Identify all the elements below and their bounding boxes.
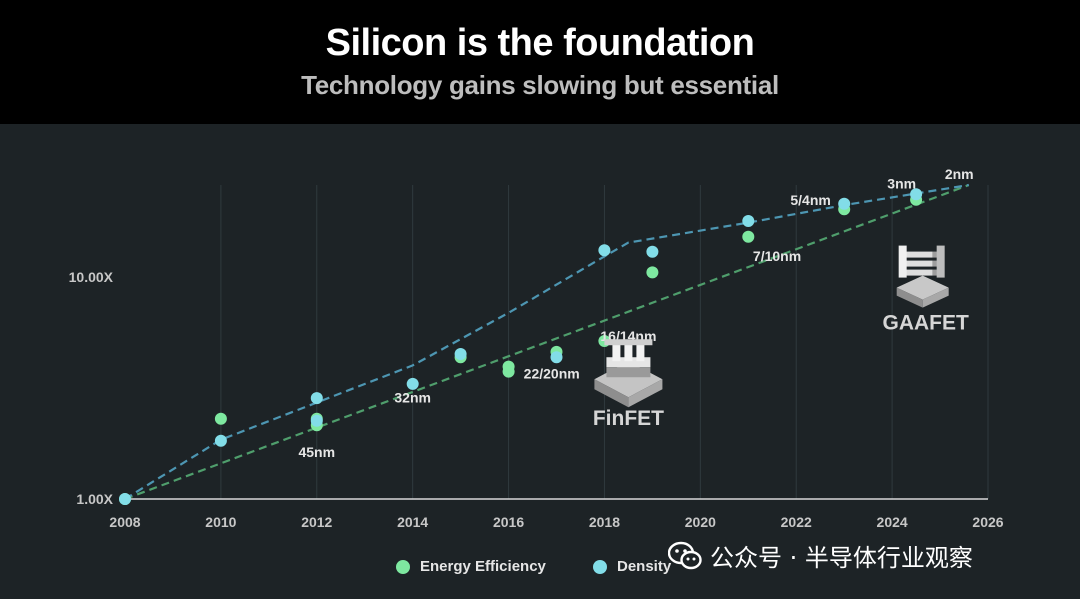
x-tick-label-2008: 2008 bbox=[109, 514, 140, 530]
technology-label-finfet: FinFET bbox=[593, 407, 664, 430]
page-subtitle: Technology gains slowing but essential bbox=[301, 70, 779, 100]
x-tick-label-2026: 2026 bbox=[972, 514, 1003, 530]
point-layer bbox=[119, 188, 923, 505]
legend-label-density: Density bbox=[617, 558, 672, 575]
x-tick-label-2014: 2014 bbox=[397, 514, 428, 530]
point-energy-efficiency-1 bbox=[214, 412, 227, 425]
y-tick-label-1.00X: 1.00X bbox=[76, 491, 113, 507]
technology-layer: FinFET GAAFET bbox=[593, 245, 970, 430]
trend-layer bbox=[124, 183, 970, 501]
legend-label-energy-efficiency: Energy Efficiency bbox=[420, 558, 546, 575]
header-bar: Silicon is the foundation Technology gai… bbox=[0, 0, 1080, 124]
point-density-10 bbox=[838, 197, 851, 210]
axis-layer: 2008 2010 2012 2014 2016 2018 2020 2022 2024 2026… bbox=[69, 269, 1004, 530]
x-tick-label-2010: 2010 bbox=[205, 514, 236, 530]
legend-swatch-density bbox=[593, 559, 607, 574]
point-density-7 bbox=[598, 244, 611, 257]
point-density-3 bbox=[310, 414, 323, 427]
gaafet-transistor-icon bbox=[896, 245, 949, 308]
point-density-9 bbox=[742, 215, 755, 227]
x-tick-label-2020: 2020 bbox=[685, 514, 716, 530]
trend-line-density bbox=[124, 183, 969, 500]
point-density-11 bbox=[910, 188, 923, 201]
trend-line-energy-efficiency bbox=[124, 183, 970, 501]
node-label-22-20nm: 22/20nm bbox=[524, 365, 580, 381]
node-label-5-4nm: 5/4nm bbox=[790, 192, 830, 208]
point-density-6 bbox=[550, 351, 563, 364]
node-label-3nm: 3nm bbox=[887, 175, 916, 191]
x-tick-label-2022: 2022 bbox=[781, 514, 812, 530]
finfet-transistor-icon bbox=[594, 339, 663, 408]
y-tick-label-10.00X: 10.00X bbox=[69, 269, 114, 285]
point-density-8 bbox=[646, 245, 659, 258]
watermark-text: 公众号 · 半导体行业观察 bbox=[710, 544, 973, 572]
point-energy-efficiency-10 bbox=[742, 230, 755, 243]
point-density-5 bbox=[454, 348, 467, 360]
node-label-32nm: 32nm bbox=[394, 390, 431, 406]
point-density-4 bbox=[406, 377, 419, 390]
node-label-7-10nm: 7/10nm bbox=[753, 248, 801, 264]
point-density-2 bbox=[310, 392, 323, 405]
point-energy-efficiency-9 bbox=[646, 266, 659, 279]
point-energy-efficiency-6 bbox=[502, 360, 515, 373]
technology-label-gaafet: GAAFET bbox=[883, 312, 970, 335]
page-title: Silicon is the foundation bbox=[325, 22, 755, 64]
node-label-2nm: 2nm bbox=[945, 166, 974, 182]
x-tick-label-2024: 2024 bbox=[877, 514, 908, 530]
wechat-icon bbox=[667, 541, 702, 571]
legend-item-energy-efficiency: Energy Efficiency bbox=[396, 558, 546, 575]
x-tick-label-2016: 2016 bbox=[493, 514, 524, 530]
legend: Energy Efficiency Density bbox=[0, 558, 1080, 580]
x-tick-label-2018: 2018 bbox=[589, 514, 620, 530]
node-label-45nm: 45nm bbox=[298, 444, 335, 460]
x-tick-label-2012: 2012 bbox=[301, 514, 332, 530]
watermark: 公众号 · 半导体行业观察 bbox=[667, 538, 973, 573]
point-density-1 bbox=[214, 434, 227, 447]
legend-item-density: Density bbox=[593, 558, 671, 575]
legend-swatch-energy-efficiency bbox=[396, 559, 410, 574]
point-density-0 bbox=[119, 493, 131, 505]
